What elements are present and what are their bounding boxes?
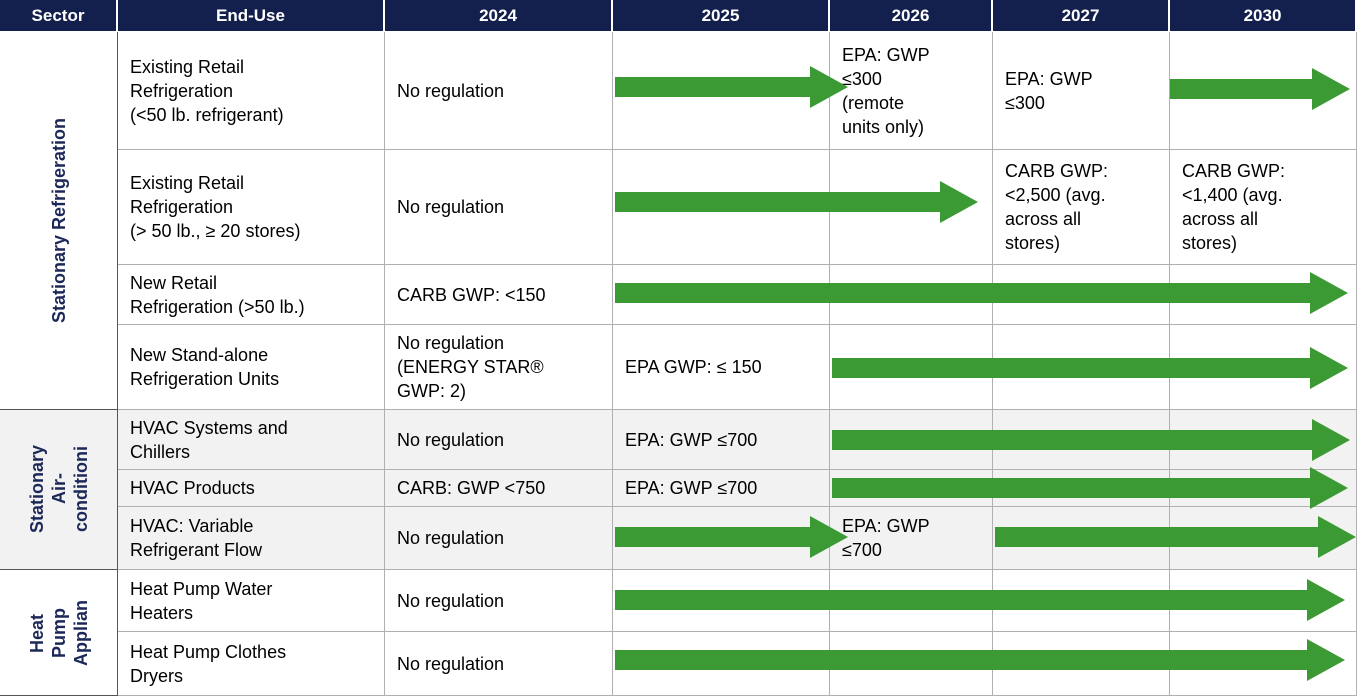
- header-cell: 2025: [613, 0, 830, 32]
- year-cell: [1170, 632, 1357, 696]
- header-cell: End-Use: [118, 0, 385, 32]
- end-use-cell: Existing Retail Refrigeration (> 50 lb.,…: [118, 150, 385, 265]
- sector-cell: Stationary Air- conditioni: [0, 410, 118, 570]
- year-cell: [613, 632, 830, 696]
- year-cell: [613, 265, 830, 325]
- year-cell: [830, 150, 993, 265]
- sector-cell: Stationary Refrigeration: [0, 32, 118, 410]
- year-cell: [830, 325, 993, 410]
- year-cell: [993, 507, 1170, 570]
- year-cell: No regulation (ENERGY STAR® GWP: 2): [385, 325, 613, 410]
- header-cell: 2026: [830, 0, 993, 32]
- year-cell: CARB GWP: <150: [385, 265, 613, 325]
- header-cell: 2027: [993, 0, 1170, 32]
- year-cell: EPA: GWP ≤300 (remote units only): [830, 32, 993, 150]
- year-cell: CARB: GWP <750: [385, 470, 613, 507]
- year-cell: [830, 632, 993, 696]
- year-cell: No regulation: [385, 410, 613, 470]
- year-cell: [1170, 32, 1357, 150]
- header-cell: Sector: [0, 0, 118, 32]
- year-cell: EPA GWP: ≤ 150: [613, 325, 830, 410]
- year-cell: No regulation: [385, 507, 613, 570]
- sector-label: Stationary Refrigeration: [48, 117, 69, 324]
- year-cell: [1170, 470, 1357, 507]
- year-cell: [830, 265, 993, 325]
- end-use-cell: HVAC Systems and Chillers: [118, 410, 385, 470]
- year-cell: [1170, 507, 1357, 570]
- year-cell: [613, 570, 830, 632]
- year-cell: [993, 632, 1170, 696]
- end-use-cell: New Retail Refrigeration (>50 lb.): [118, 265, 385, 325]
- header-cell: 2030: [1170, 0, 1357, 32]
- year-cell: [830, 410, 993, 470]
- year-cell: [1170, 265, 1357, 325]
- year-cell: [830, 570, 993, 632]
- end-use-cell: Existing Retail Refrigeration (<50 lb. r…: [118, 32, 385, 150]
- year-cell: [613, 150, 830, 265]
- year-cell: [613, 507, 830, 570]
- end-use-cell: Heat Pump Water Heaters: [118, 570, 385, 632]
- sector-label: Heat Pump Applian: [26, 599, 91, 666]
- year-cell: [993, 265, 1170, 325]
- year-cell: [993, 470, 1170, 507]
- year-cell: [1170, 325, 1357, 410]
- year-cell: [993, 325, 1170, 410]
- end-use-cell: HVAC Products: [118, 470, 385, 507]
- year-cell: [830, 470, 993, 507]
- year-cell: CARB GWP: <2,500 (avg. across all stores…: [993, 150, 1170, 265]
- year-cell: No regulation: [385, 150, 613, 265]
- year-cell: EPA: GWP ≤700: [613, 410, 830, 470]
- year-cell: No regulation: [385, 570, 613, 632]
- year-cell: [613, 32, 830, 150]
- year-cell: [1170, 410, 1357, 470]
- sector-label: Stationary Air- conditioni: [26, 445, 91, 534]
- year-cell: [993, 410, 1170, 470]
- year-cell: [993, 570, 1170, 632]
- year-cell: CARB GWP: <1,400 (avg. across all stores…: [1170, 150, 1357, 265]
- end-use-cell: HVAC: Variable Refrigerant Flow: [118, 507, 385, 570]
- year-cell: No regulation: [385, 32, 613, 150]
- end-use-cell: New Stand-alone Refrigeration Units: [118, 325, 385, 410]
- year-cell: [1170, 570, 1357, 632]
- sector-cell: Heat Pump Applian: [0, 570, 118, 696]
- year-cell: EPA: GWP ≤700: [830, 507, 993, 570]
- year-cell: EPA: GWP ≤700: [613, 470, 830, 507]
- end-use-cell: Heat Pump Clothes Dryers: [118, 632, 385, 696]
- year-cell: EPA: GWP ≤300: [993, 32, 1170, 150]
- header-cell: 2024: [385, 0, 613, 32]
- year-cell: No regulation: [385, 632, 613, 696]
